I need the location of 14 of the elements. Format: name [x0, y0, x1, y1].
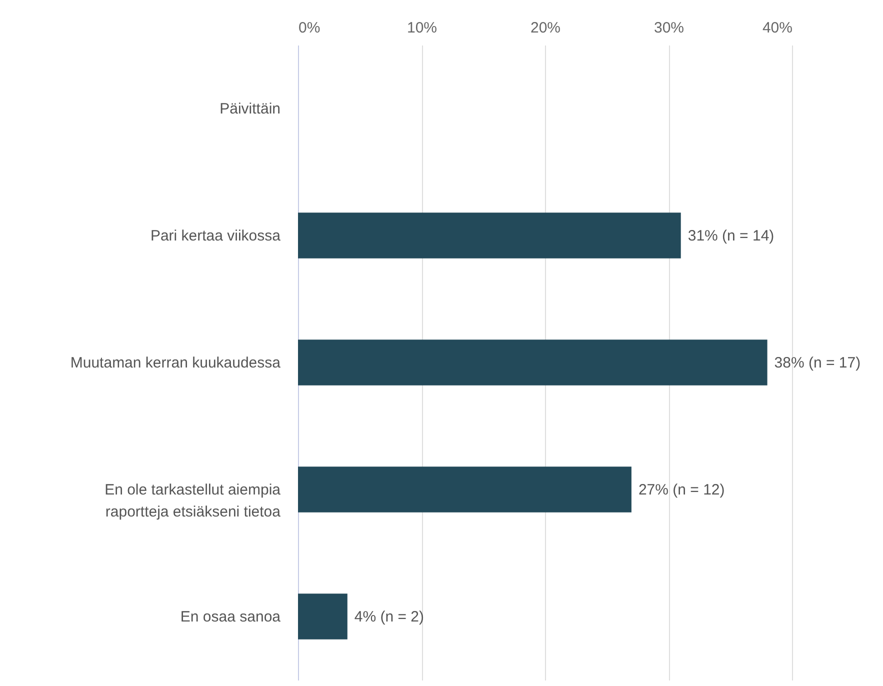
data-label: 27% (n = 12) [638, 482, 725, 498]
y-tick-label: Muutaman kerran kuukaudessa [70, 354, 282, 372]
x-tick-label: 10% [406, 20, 438, 36]
data-label: 4% (n = 2) [354, 608, 424, 626]
data-label: 38% (n = 17) [774, 354, 861, 372]
x-tick-label: 0% [298, 20, 320, 36]
x-tick-label: 40% [762, 20, 792, 36]
data-label: 31% (n = 14) [688, 228, 774, 244]
y-tick-label: En osaa sanoa [180, 608, 282, 626]
y-tick-label: Päivittäin [220, 100, 280, 118]
y-tick-label: En ole tarkastellut aiempia raportteja etsiäkseni tietoa [104, 482, 282, 520]
x-tick-label: 20% [530, 20, 561, 36]
x-tick-label: 30% [654, 20, 684, 36]
y-tick-label: Pari kertaa viikossa [150, 228, 282, 244]
